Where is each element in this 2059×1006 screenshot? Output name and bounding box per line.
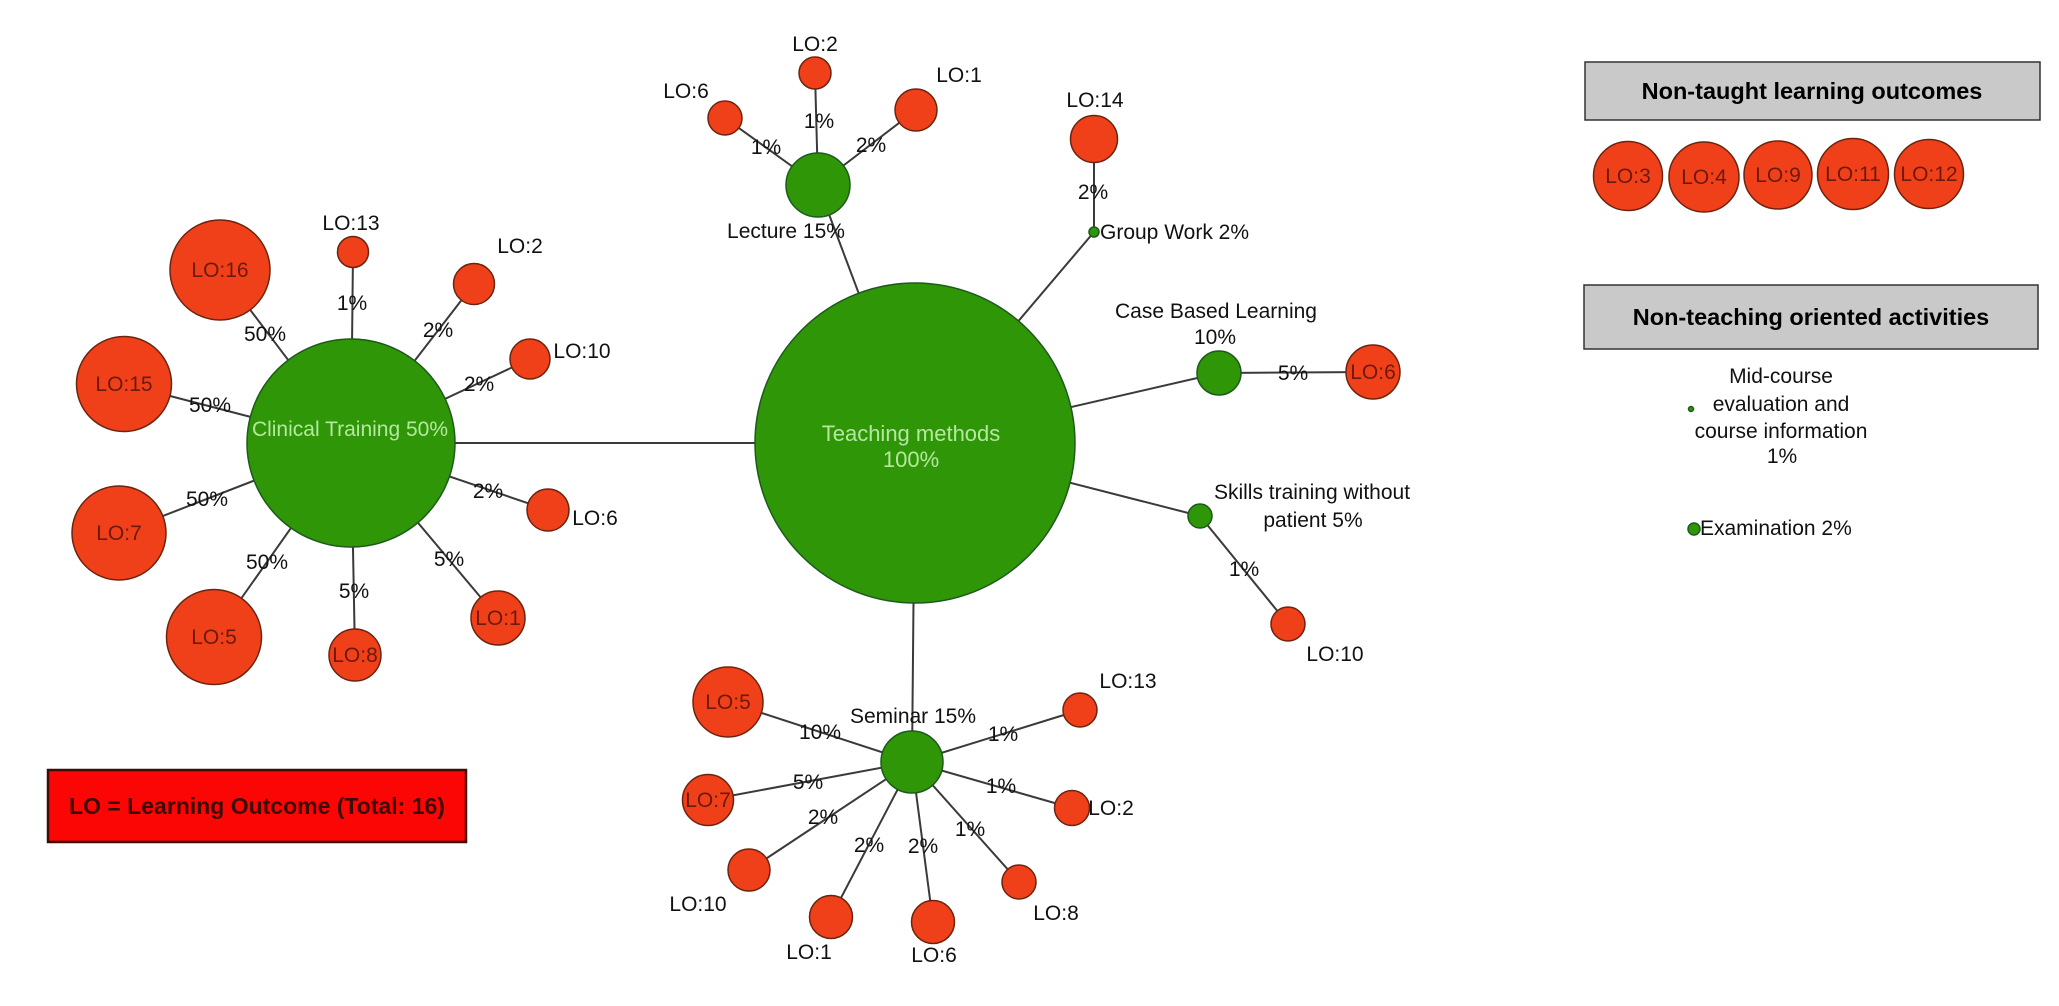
svg-text:2%: 2% bbox=[423, 319, 453, 342]
svg-text:50%: 50% bbox=[189, 394, 231, 417]
svg-text:2%: 2% bbox=[856, 134, 886, 157]
svg-text:Lecture 15%: Lecture 15% bbox=[727, 220, 845, 243]
svg-text:LO:8: LO:8 bbox=[332, 644, 378, 667]
svg-text:LO:7: LO:7 bbox=[96, 522, 142, 545]
svg-text:LO:1: LO:1 bbox=[786, 941, 832, 964]
svg-text:2%: 2% bbox=[473, 480, 503, 503]
svg-text:LO:1: LO:1 bbox=[475, 607, 521, 630]
svg-text:5%: 5% bbox=[434, 548, 464, 571]
svg-text:1%: 1% bbox=[1767, 445, 1797, 468]
svg-text:5%: 5% bbox=[793, 771, 823, 794]
svg-text:LO:12: LO:12 bbox=[1900, 163, 1957, 186]
svg-text:1%: 1% bbox=[337, 292, 367, 315]
svg-text:Non-teaching oriented activiti: Non-teaching oriented activities bbox=[1633, 304, 1989, 330]
svg-text:course information: course information bbox=[1695, 420, 1868, 443]
svg-text:LO:10: LO:10 bbox=[669, 893, 726, 916]
svg-text:LO = Learning Outcome (Total:: LO = Learning Outcome (Total: 16) bbox=[69, 793, 445, 819]
svg-text:LO:5: LO:5 bbox=[705, 691, 751, 714]
svg-text:1%: 1% bbox=[988, 723, 1018, 746]
svg-text:2%: 2% bbox=[908, 835, 938, 858]
svg-text:2%: 2% bbox=[464, 373, 494, 396]
svg-text:LO:1: LO:1 bbox=[936, 64, 982, 87]
svg-text:patient 5%: patient 5% bbox=[1263, 509, 1362, 532]
svg-text:LO:2: LO:2 bbox=[497, 235, 543, 258]
svg-text:LO:6: LO:6 bbox=[911, 944, 957, 967]
svg-text:LO:14: LO:14 bbox=[1066, 89, 1124, 112]
svg-text:Case Based Learning: Case Based Learning bbox=[1115, 300, 1317, 323]
svg-text:LO:9: LO:9 bbox=[1755, 164, 1801, 187]
svg-text:LO:13: LO:13 bbox=[1099, 670, 1156, 693]
svg-text:LO:16: LO:16 bbox=[191, 259, 248, 282]
svg-text:Examination 2%: Examination 2% bbox=[1700, 517, 1852, 540]
svg-text:1%: 1% bbox=[751, 136, 781, 159]
svg-text:10%: 10% bbox=[799, 721, 841, 744]
svg-text:5%: 5% bbox=[1278, 362, 1308, 385]
svg-text:LO:4: LO:4 bbox=[1681, 166, 1727, 189]
svg-text:1%: 1% bbox=[804, 110, 834, 133]
svg-text:100%: 100% bbox=[883, 447, 939, 472]
svg-text:Teaching methods: Teaching methods bbox=[822, 421, 1001, 446]
svg-text:LO:6: LO:6 bbox=[1350, 361, 1396, 384]
svg-text:Non-taught learning outcomes: Non-taught learning outcomes bbox=[1642, 78, 1983, 104]
svg-text:LO:10: LO:10 bbox=[1306, 643, 1363, 666]
svg-text:Mid-course: Mid-course bbox=[1729, 365, 1833, 388]
svg-text:50%: 50% bbox=[186, 488, 228, 511]
svg-text:2%: 2% bbox=[808, 806, 838, 829]
svg-text:50%: 50% bbox=[244, 323, 286, 346]
svg-text:Seminar 15%: Seminar 15% bbox=[850, 705, 976, 728]
svg-text:2%: 2% bbox=[1078, 181, 1108, 204]
svg-text:5%: 5% bbox=[339, 580, 369, 603]
svg-text:LO:2: LO:2 bbox=[1088, 797, 1134, 820]
svg-text:LO:11: LO:11 bbox=[1825, 163, 1881, 186]
svg-text:Clinical Training 50%: Clinical Training 50% bbox=[252, 418, 448, 441]
svg-text:Skills training without: Skills training without bbox=[1214, 481, 1410, 504]
svg-text:50%: 50% bbox=[246, 551, 288, 574]
svg-text:LO:6: LO:6 bbox=[663, 80, 709, 103]
svg-text:LO:8: LO:8 bbox=[1033, 902, 1079, 925]
svg-text:1%: 1% bbox=[1229, 558, 1259, 581]
svg-text:1%: 1% bbox=[955, 818, 985, 841]
svg-text:Group Work 2%: Group Work 2% bbox=[1100, 221, 1249, 244]
svg-text:2%: 2% bbox=[854, 834, 884, 857]
svg-text:LO:13: LO:13 bbox=[322, 212, 379, 235]
svg-text:1%: 1% bbox=[986, 775, 1016, 798]
svg-text:evaluation and: evaluation and bbox=[1713, 393, 1850, 416]
svg-text:LO:3: LO:3 bbox=[1605, 165, 1651, 188]
svg-text:LO:2: LO:2 bbox=[792, 33, 838, 56]
svg-text:LO:6: LO:6 bbox=[572, 507, 618, 530]
svg-text:LO:10: LO:10 bbox=[553, 340, 610, 363]
svg-text:LO:15: LO:15 bbox=[95, 373, 152, 396]
svg-text:LO:7: LO:7 bbox=[685, 789, 731, 812]
svg-text:LO:5: LO:5 bbox=[191, 626, 237, 649]
svg-text:10%: 10% bbox=[1194, 326, 1236, 349]
